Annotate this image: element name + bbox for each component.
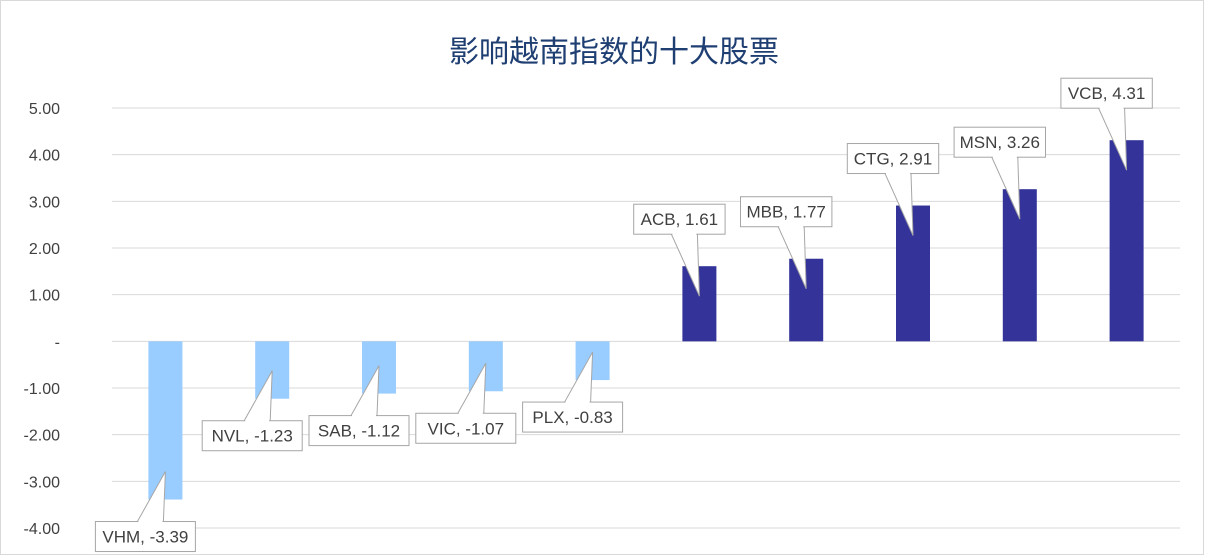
callout-box [953, 126, 1046, 158]
data-callout: SAB, -1.12 [308, 365, 410, 447]
y-tick-label: 2.00 [29, 241, 60, 258]
y-tick-label: -2.00 [24, 428, 61, 445]
bar-acb [682, 266, 717, 342]
data-label: MBB, 1.77 [747, 203, 826, 222]
data-label: SAB, -1.12 [318, 422, 400, 441]
callout-box [740, 196, 833, 228]
data-labels: VHM, -3.39 NVL, -1.23 SAB, -1.12 VIC, -1.07… [94, 77, 1153, 553]
callout-box [201, 420, 303, 452]
y-tick-label: -4.00 [24, 521, 61, 538]
data-callout: VHM, -3.39 [94, 471, 196, 553]
bar-vcb [1109, 140, 1144, 342]
data-label: NVL, -1.23 [212, 427, 293, 446]
callout-box [1060, 77, 1153, 109]
data-label: ACB, 1.61 [641, 210, 719, 229]
callout-box [846, 143, 940, 175]
bars [148, 140, 1144, 500]
data-label: VHM, -3.39 [102, 528, 188, 547]
data-callout: NVL, -1.23 [201, 370, 303, 452]
y-tick-label: 4.00 [29, 148, 60, 165]
y-tick-label: -1.00 [24, 381, 61, 398]
chart-title: 影响越南指数的十大股票 [449, 35, 779, 70]
data-label: CTG, 2.91 [854, 150, 932, 169]
y-tick-label: -3.00 [24, 474, 61, 491]
data-label: VCB, 4.31 [1068, 84, 1146, 103]
y-tick-label: 5.00 [29, 101, 60, 118]
data-callout: ACB, 1.61 [633, 203, 726, 297]
data-label: MSN, 3.26 [960, 133, 1040, 152]
callout-box [94, 521, 196, 553]
y-tick-label: - [55, 334, 60, 351]
gridlines [112, 107, 1180, 529]
data-label: VIC, -1.07 [428, 419, 505, 438]
data-callout: MSN, 3.26 [953, 126, 1046, 220]
data-callout: MBB, 1.77 [740, 196, 833, 289]
data-callout: CTG, 2.91 [846, 143, 940, 236]
data-callout: VIC, -1.07 [415, 363, 517, 444]
data-callout: VCB, 4.31 [1060, 77, 1153, 171]
bar-mbb [789, 258, 824, 342]
y-tick-label: 3.00 [29, 194, 60, 211]
bar-nvl [255, 341, 290, 399]
y-axis-ticks: 5.00 4.00 3.00 2.00 1.00 - -1.00 -2.00 -3.00 -4.0… [24, 101, 61, 538]
y-tick-label: 1.00 [29, 288, 60, 305]
data-callout: PLX, -0.83 [522, 351, 624, 433]
data-label: PLX, -0.83 [532, 408, 612, 427]
